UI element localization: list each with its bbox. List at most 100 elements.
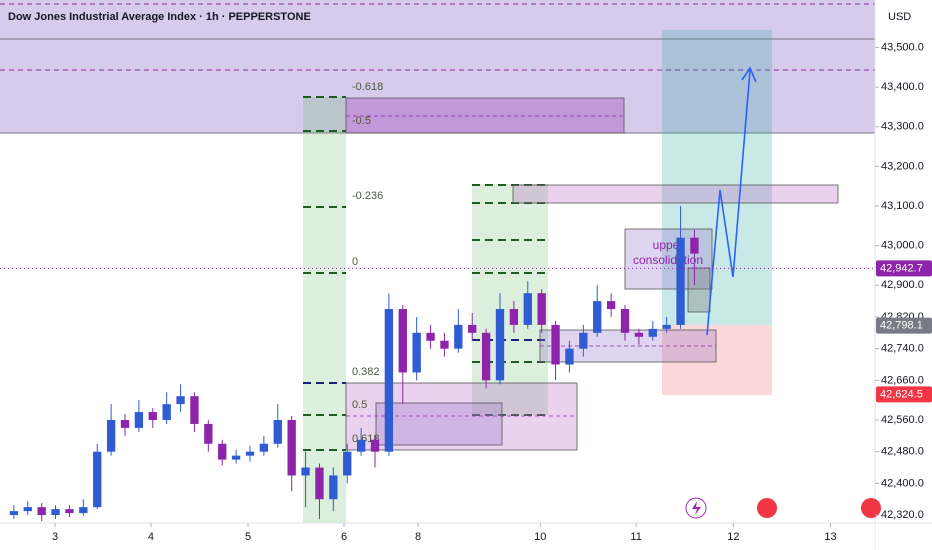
time-axis	[0, 523, 875, 550]
price-tag	[876, 260, 932, 277]
candle-body	[9, 511, 19, 516]
x-tick-label: 12	[727, 531, 739, 543]
y-tick-label: 43,500.0	[881, 41, 924, 53]
y-tick-label: 42,320.0	[881, 509, 924, 521]
y-tick-label: 43,300.0	[881, 121, 924, 133]
x-tick-label: 6	[341, 531, 347, 543]
candle-body	[218, 443, 227, 460]
y-tick-label: 42,400.0	[881, 477, 924, 489]
candle-body	[648, 328, 657, 337]
y-tick-label: 42,740.0	[881, 343, 924, 355]
candle-body	[370, 439, 380, 452]
y-tick-label: 42,480.0	[881, 446, 924, 458]
candle-body	[454, 324, 463, 349]
candle-body	[412, 332, 421, 373]
price-tag-label: 42,624.5	[880, 388, 923, 400]
x-tick-label: 5	[245, 531, 251, 543]
candle-body	[537, 293, 546, 325]
note: consolidation	[633, 253, 703, 267]
stop-zone	[662, 325, 772, 395]
x-tick-label: 10	[534, 531, 546, 543]
event-icon[interactable]	[757, 498, 777, 518]
projection-arrow	[706, 69, 751, 336]
candle-body	[162, 404, 171, 420]
candle-body	[120, 419, 130, 428]
candle-body	[398, 309, 407, 373]
candle-body	[606, 301, 616, 310]
x-tick-label: 3	[52, 531, 58, 543]
fib-levels-blue	[303, 339, 548, 384]
candle-body	[176, 396, 185, 405]
candle-body	[495, 309, 505, 381]
candle-body	[468, 324, 477, 333]
candle-body	[509, 309, 519, 325]
candle-body	[343, 451, 352, 476]
fib-label: 0.382	[352, 366, 380, 378]
candle-body	[315, 467, 324, 500]
candle-body	[134, 412, 144, 428]
y-tick-label: 43,200.0	[881, 160, 924, 172]
y-tick-label: 43,000.0	[881, 240, 924, 252]
candle-body	[148, 412, 157, 420]
candle-body	[481, 332, 491, 381]
candle-body	[440, 340, 449, 349]
candle-body	[426, 332, 435, 341]
y-tick-label: 43,400.0	[881, 81, 924, 93]
currency: USD	[888, 11, 911, 23]
candle-body	[79, 507, 88, 514]
candle-body	[93, 451, 102, 508]
fib-label: -0.618	[352, 81, 383, 93]
fib-label: -0.236	[352, 190, 383, 202]
candle-body	[287, 419, 296, 476]
candle-body	[662, 324, 671, 329]
candle-body	[676, 237, 685, 325]
candle-body	[523, 293, 532, 325]
candle-body	[356, 439, 366, 452]
note: upper	[653, 238, 684, 252]
y-tick-label: 42,660.0	[881, 374, 924, 386]
price-tag	[876, 386, 932, 403]
y-tick-label: 42,900.0	[881, 279, 924, 291]
candle-body	[231, 455, 241, 460]
x-tick-label: 11	[630, 531, 641, 543]
candle-body	[259, 443, 269, 452]
candle-body	[551, 324, 560, 365]
x-tick-label: 4	[148, 531, 154, 543]
zone-band	[0, 0, 875, 133]
candle-body	[37, 507, 46, 516]
candle-body	[579, 332, 588, 349]
price-tag	[876, 317, 932, 334]
candles	[9, 206, 699, 522]
candle-body	[106, 419, 116, 452]
fib-label: -0.5	[352, 115, 371, 127]
candle-body	[65, 509, 74, 514]
candle-body	[634, 332, 644, 337]
fib-levels	[303, 96, 548, 451]
fib-label: 0.5	[352, 399, 367, 411]
fib-zone	[303, 97, 346, 523]
candle-body	[204, 423, 213, 444]
candle-body	[273, 419, 282, 444]
candle-body	[690, 237, 699, 254]
arrow-head	[741, 66, 757, 83]
candle-body	[329, 475, 338, 500]
candle-body	[23, 507, 32, 512]
price-tag-label: 42,942.7	[880, 262, 923, 274]
candle-body	[593, 301, 602, 333]
candle-body	[384, 309, 394, 452]
candle-body	[565, 348, 574, 365]
candle-body	[245, 451, 255, 456]
y-tick-label: 42,560.0	[881, 414, 924, 426]
fib-label: 0	[352, 256, 358, 268]
event-icon-glyph	[692, 501, 701, 515]
price-tag-label: 42,798.1	[880, 320, 923, 332]
y-tick-label: 43,100.0	[881, 200, 924, 212]
event-icon[interactable]	[861, 498, 881, 518]
x-tick-label: 8	[415, 531, 421, 543]
candle-body	[190, 396, 199, 424]
candle-body	[51, 509, 60, 516]
candle-body	[301, 467, 310, 476]
candle-body	[620, 309, 630, 333]
